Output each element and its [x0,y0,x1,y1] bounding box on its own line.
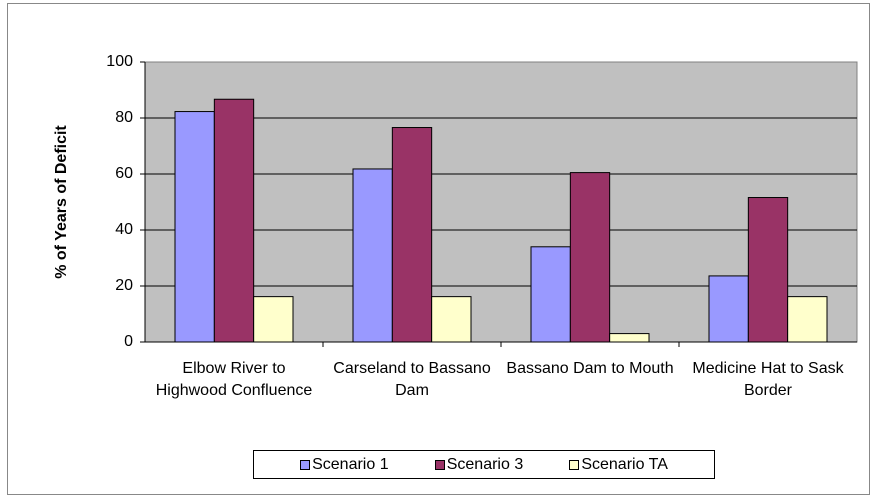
bar [609,333,650,343]
chart-border [7,3,870,495]
legend: Scenario 1 Scenario 3 Scenario TA [253,450,715,479]
legend-swatch [434,459,445,470]
legend-label: Scenario 3 [446,455,524,473]
x-tick-label: Elbow River to Highwood Confluence [155,360,313,399]
legend-label: Scenario TA [581,455,668,473]
y-tick-label: 100 [106,53,133,70]
y-axis-title: % of Years of Deficit [53,125,70,279]
bar [391,127,433,343]
x-tick-label: Bassano Dam to Mouth [506,360,674,377]
bar [213,98,255,343]
bar [174,111,215,343]
y-tick-label: 60 [115,165,133,182]
x-tick-label: Medicine Hat to Sask Border [692,360,844,399]
y-tick-label: 0 [124,333,133,350]
bar [747,197,789,343]
legend-swatch [300,459,311,470]
legend-label: Scenario 1 [312,455,389,473]
legend-item: Scenario 1 [300,456,389,474]
y-tick-label: 80 [115,109,133,126]
bar [253,296,294,343]
bar [530,246,571,343]
bar [352,168,393,343]
y-tick-label: 40 [115,221,133,238]
x-tick-label: Carseland to Bassano Dam [333,360,491,399]
bar [569,172,611,343]
bar [431,296,472,343]
y-tick-label: 20 [115,277,133,294]
legend-swatch [569,459,580,470]
legend-item: Scenario 3 [434,455,524,474]
legend-item: Scenario TA [569,456,668,474]
bar [787,296,828,343]
bar [708,275,749,343]
